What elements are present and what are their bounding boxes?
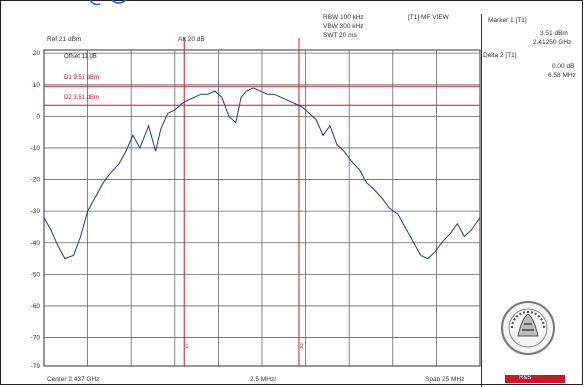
brand-footer-bar: R&S: [505, 375, 565, 383]
delta2-title: Delta 2 [T1]: [483, 52, 517, 59]
marker1-freq: 2.41250 GHz: [533, 39, 572, 46]
trace-point: [427, 257, 429, 260]
trace-point: [174, 109, 176, 111]
trace-point: [87, 210, 89, 212]
y-tick-label: -40: [31, 240, 41, 247]
top-edge-blue-mark: [89, 0, 127, 6]
marker-readout-panel: [481, 14, 585, 387]
trace-point: [336, 144, 338, 146]
trace-point: [252, 87, 254, 89]
marker1-level: 3.51 dBm: [540, 30, 568, 37]
y-tick-label: -50: [31, 271, 41, 278]
delta2-freq: 6.58 MHz: [548, 72, 576, 79]
attenuation-label: Att 20 dB: [178, 36, 205, 43]
trace-point: [381, 197, 383, 200]
span-label: Span 25 MHz: [425, 376, 465, 383]
trace-point: [294, 103, 296, 105]
y-tick-label: 20: [33, 50, 41, 57]
limit-d1-label: D1 9.51 dBm: [64, 75, 100, 81]
center-frequency-label: Center 2.437 GHz: [47, 376, 100, 383]
trace-mode-label: [T1] MF VIEW: [408, 14, 449, 21]
limit-d2-label: D2 3.51 dBm: [64, 95, 100, 101]
ref-level-label: Ref 21 dBm: [47, 36, 82, 43]
marker-label-m1: 1: [185, 344, 189, 350]
y-tick-labels: 20 10 0 -10 -20 -30 -40 -50 -60 -70 -79: [31, 50, 41, 370]
y-tick-label: 0: [36, 113, 40, 120]
marker-label-d2: 2: [300, 344, 304, 350]
spectrum-trace: [43, 87, 481, 260]
y-tick-label: 10: [33, 82, 41, 89]
trace-group: [43, 87, 481, 260]
trace-point: [43, 216, 45, 219]
y-tick-label: -30: [31, 208, 41, 215]
span-per-division-label: 2.5 MHz/: [250, 376, 277, 383]
delta2-level: 0.00 dB: [552, 63, 575, 70]
offset-label: Offset 11 dB: [64, 54, 97, 60]
brand-text: R&S: [519, 375, 532, 381]
y-tick-label: -10: [31, 145, 41, 152]
y-tick-label: -20: [31, 177, 41, 184]
trace-point: [214, 90, 216, 92]
swt-label: SWT 20 ms: [323, 32, 357, 39]
vbw-label: VBW 300 kHz: [323, 23, 364, 30]
marker1-title: Marker 1 [T1]: [488, 17, 527, 24]
y-tick-label: -79: [31, 363, 41, 370]
limit-lines: [44, 85, 480, 106]
trace-point: [132, 134, 134, 136]
trace-point: [470, 229, 472, 231]
y-tick-label: -60: [31, 303, 41, 310]
rbw-label: RBW 100 kHz: [323, 14, 364, 21]
certification-seal: [501, 301, 555, 355]
plot-grid: [43, 49, 481, 367]
y-tick-label: -70: [31, 335, 41, 342]
